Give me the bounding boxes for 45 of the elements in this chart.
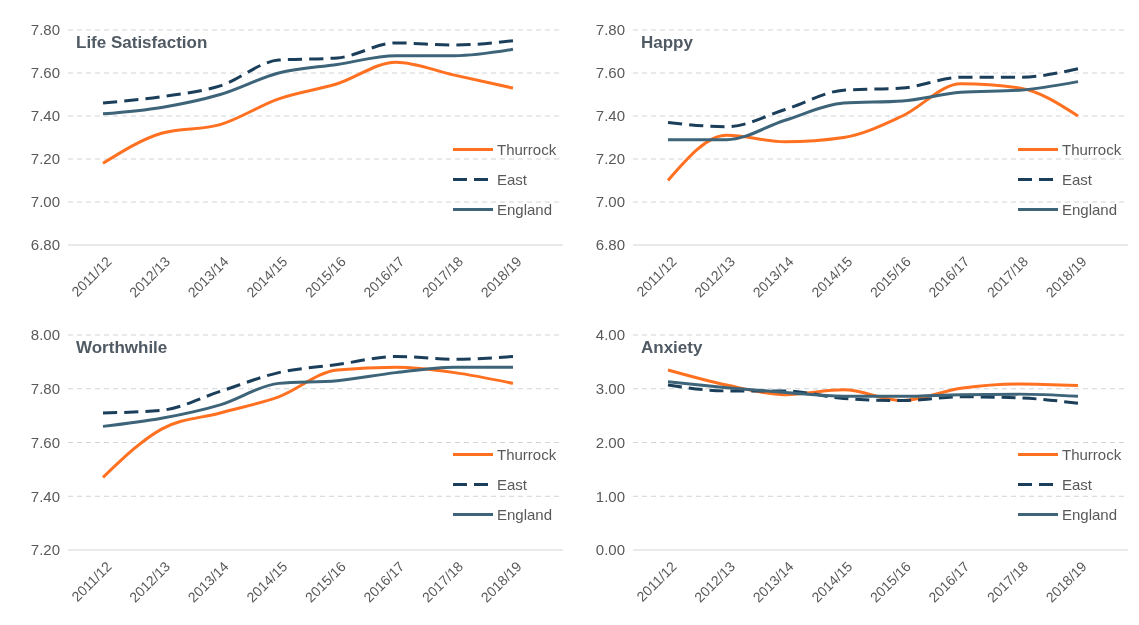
y-tick-label: 7.20 [30,150,60,168]
legend-label: East [497,475,528,493]
line-series [101,365,515,428]
y-tick-label: 7.60 [30,64,60,82]
legend-label: East [1062,475,1093,493]
legend-label: England [497,505,553,523]
y-tick-label: 7.40 [595,107,625,125]
y-tick-label: 0.00 [595,541,625,559]
legend-label: East [497,170,528,188]
y-tick-label: 8.00 [30,326,60,344]
y-tick-label: 1.00 [595,487,625,505]
chart-title: Life Satisfaction [76,33,208,52]
y-tick-label: 2.00 [595,433,625,451]
legend-label: Thurrock [1062,140,1122,158]
legend-label: Thurrock [1062,445,1122,463]
legend-label: East [1062,170,1093,188]
y-tick-label: 6.80 [595,236,625,254]
y-tick-label: 7.60 [595,64,625,82]
chart-title: Worthwhile [76,338,168,357]
y-tick-label: 7.20 [595,150,625,168]
line-series [101,355,515,415]
line-series [666,80,1080,142]
y-tick-label: 7.80 [30,21,60,39]
y-tick-label: 7.80 [30,380,60,397]
y-tick-label: 7.60 [30,433,60,451]
chart-title: Happy [641,33,694,52]
line-series [666,380,1080,398]
legend-label: England [1062,505,1118,523]
y-tick-label: 7.80 [595,21,625,39]
legend-label: England [497,200,553,218]
y-tick-label: 4.00 [595,326,625,344]
legend-label: Thurrock [497,140,557,158]
y-tick-label: 7.20 [30,541,60,559]
y-tick-label: 6.80 [30,236,60,254]
y-tick-label: 7.00 [595,193,625,211]
y-tick-label: 7.40 [30,107,60,125]
line-series [666,383,1080,405]
legend-label: Thurrock [497,445,557,463]
y-tick-label: 7.00 [30,193,60,211]
chart-title: Anxiety [641,338,703,357]
line-series [101,47,515,116]
line-series [666,67,1080,129]
legend-label: England [1062,200,1118,218]
y-tick-label: 7.40 [30,487,60,505]
y-tick-label: 3.00 [595,380,625,397]
